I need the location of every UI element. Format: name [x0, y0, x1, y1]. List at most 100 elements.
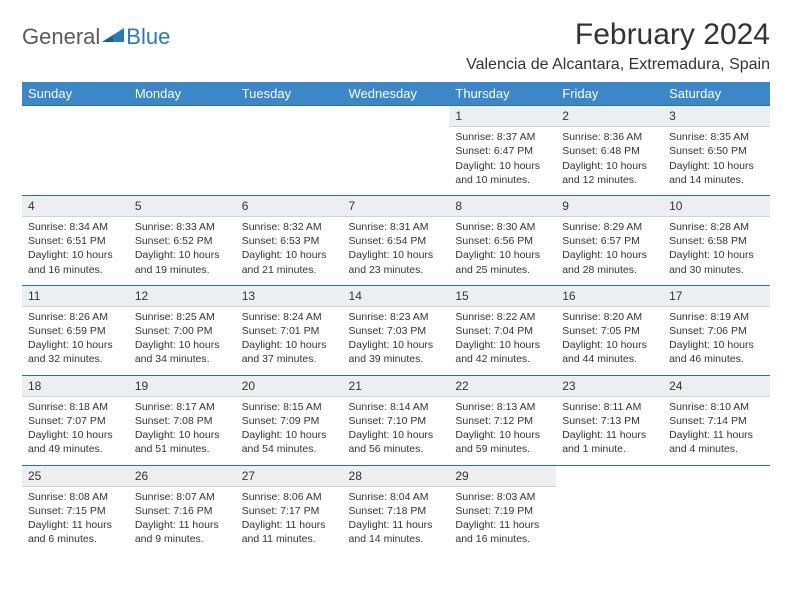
day-detail-cell: Sunrise: 8:07 AMSunset: 7:16 PMDaylight:… — [129, 486, 236, 554]
day-ss: Sunset: 7:06 PM — [669, 324, 764, 338]
day-detail-cell: Sunrise: 8:04 AMSunset: 7:18 PMDaylight:… — [343, 486, 450, 554]
day-number-cell: 22 — [449, 375, 556, 396]
day-d1: Daylight: 11 hours — [135, 518, 230, 532]
day-number-cell: 7 — [343, 195, 450, 216]
day-sr: Sunrise: 8:25 AM — [135, 310, 230, 324]
day-number-cell — [129, 106, 236, 127]
day-sr: Sunrise: 8:15 AM — [242, 400, 337, 414]
weekday-header: Friday — [556, 82, 663, 106]
day-number-row: 18192021222324 — [22, 375, 770, 396]
calendar-body: 123Sunrise: 8:37 AMSunset: 6:47 PMDaylig… — [22, 106, 770, 555]
day-detail-cell: Sunrise: 8:24 AMSunset: 7:01 PMDaylight:… — [236, 306, 343, 375]
calendar-table: Sunday Monday Tuesday Wednesday Thursday… — [22, 82, 770, 554]
day-d2: and 44 minutes. — [562, 352, 657, 366]
day-ss: Sunset: 6:53 PM — [242, 234, 337, 248]
day-ss: Sunset: 6:52 PM — [135, 234, 230, 248]
day-d2: and 14 minutes. — [349, 532, 444, 546]
day-detail-cell: Sunrise: 8:31 AMSunset: 6:54 PMDaylight:… — [343, 217, 450, 286]
day-sr: Sunrise: 8:37 AM — [455, 130, 550, 144]
day-number-row: 123 — [22, 106, 770, 127]
day-ss: Sunset: 6:50 PM — [669, 144, 764, 158]
weekday-header: Thursday — [449, 82, 556, 106]
day-d2: and 14 minutes. — [669, 173, 764, 187]
day-d1: Daylight: 11 hours — [242, 518, 337, 532]
day-ss: Sunset: 7:15 PM — [28, 504, 123, 518]
day-sr: Sunrise: 8:08 AM — [28, 490, 123, 504]
day-ss: Sunset: 6:47 PM — [455, 144, 550, 158]
day-number-cell: 10 — [663, 195, 770, 216]
day-ss: Sunset: 7:08 PM — [135, 414, 230, 428]
day-detail-cell — [556, 486, 663, 554]
day-detail-cell: Sunrise: 8:10 AMSunset: 7:14 PMDaylight:… — [663, 396, 770, 465]
day-detail-cell: Sunrise: 8:17 AMSunset: 7:08 PMDaylight:… — [129, 396, 236, 465]
day-detail-cell: Sunrise: 8:26 AMSunset: 6:59 PMDaylight:… — [22, 306, 129, 375]
day-d2: and 30 minutes. — [669, 263, 764, 277]
day-sr: Sunrise: 8:32 AM — [242, 220, 337, 234]
weekday-header: Wednesday — [343, 82, 450, 106]
day-detail-cell: Sunrise: 8:22 AMSunset: 7:04 PMDaylight:… — [449, 306, 556, 375]
day-d1: Daylight: 10 hours — [242, 428, 337, 442]
day-detail-row: Sunrise: 8:18 AMSunset: 7:07 PMDaylight:… — [22, 396, 770, 465]
day-detail-cell: Sunrise: 8:29 AMSunset: 6:57 PMDaylight:… — [556, 217, 663, 286]
day-number-cell: 5 — [129, 195, 236, 216]
day-ss: Sunset: 7:14 PM — [669, 414, 764, 428]
day-detail-cell: Sunrise: 8:13 AMSunset: 7:12 PMDaylight:… — [449, 396, 556, 465]
day-d2: and 32 minutes. — [28, 352, 123, 366]
day-detail-cell: Sunrise: 8:19 AMSunset: 7:06 PMDaylight:… — [663, 306, 770, 375]
day-sr: Sunrise: 8:31 AM — [349, 220, 444, 234]
day-sr: Sunrise: 8:23 AM — [349, 310, 444, 324]
day-detail-cell: Sunrise: 8:32 AMSunset: 6:53 PMDaylight:… — [236, 217, 343, 286]
day-detail-row: Sunrise: 8:34 AMSunset: 6:51 PMDaylight:… — [22, 217, 770, 286]
day-d1: Daylight: 10 hours — [28, 428, 123, 442]
day-d2: and 51 minutes. — [135, 442, 230, 456]
day-d1: Daylight: 10 hours — [28, 248, 123, 262]
weekday-header-row: Sunday Monday Tuesday Wednesday Thursday… — [22, 82, 770, 106]
day-d2: and 19 minutes. — [135, 263, 230, 277]
day-ss: Sunset: 6:57 PM — [562, 234, 657, 248]
day-sr: Sunrise: 8:11 AM — [562, 400, 657, 414]
day-ss: Sunset: 7:19 PM — [455, 504, 550, 518]
day-ss: Sunset: 7:07 PM — [28, 414, 123, 428]
day-d1: Daylight: 11 hours — [562, 428, 657, 442]
day-ss: Sunset: 7:10 PM — [349, 414, 444, 428]
day-detail-cell: Sunrise: 8:30 AMSunset: 6:56 PMDaylight:… — [449, 217, 556, 286]
day-detail-cell: Sunrise: 8:14 AMSunset: 7:10 PMDaylight:… — [343, 396, 450, 465]
day-detail-cell: Sunrise: 8:35 AMSunset: 6:50 PMDaylight:… — [663, 127, 770, 196]
day-d1: Daylight: 10 hours — [455, 428, 550, 442]
day-d1: Daylight: 10 hours — [28, 338, 123, 352]
day-detail-row: Sunrise: 8:37 AMSunset: 6:47 PMDaylight:… — [22, 127, 770, 196]
weekday-header: Saturday — [663, 82, 770, 106]
day-detail-cell: Sunrise: 8:11 AMSunset: 7:13 PMDaylight:… — [556, 396, 663, 465]
day-d2: and 34 minutes. — [135, 352, 230, 366]
day-ss: Sunset: 6:48 PM — [562, 144, 657, 158]
day-d1: Daylight: 10 hours — [135, 338, 230, 352]
day-number-row: 11121314151617 — [22, 285, 770, 306]
day-detail-cell — [343, 127, 450, 196]
weekday-header: Sunday — [22, 82, 129, 106]
day-ss: Sunset: 7:16 PM — [135, 504, 230, 518]
day-detail-cell: Sunrise: 8:36 AMSunset: 6:48 PMDaylight:… — [556, 127, 663, 196]
day-detail-cell — [22, 127, 129, 196]
day-sr: Sunrise: 8:03 AM — [455, 490, 550, 504]
day-detail-cell — [236, 127, 343, 196]
day-detail-cell: Sunrise: 8:15 AMSunset: 7:09 PMDaylight:… — [236, 396, 343, 465]
weekday-header: Monday — [129, 82, 236, 106]
brand-logo: General Blue — [22, 18, 170, 50]
day-ss: Sunset: 6:59 PM — [28, 324, 123, 338]
day-sr: Sunrise: 8:34 AM — [28, 220, 123, 234]
day-d2: and 54 minutes. — [242, 442, 337, 456]
day-detail-row: Sunrise: 8:08 AMSunset: 7:15 PMDaylight:… — [22, 486, 770, 554]
day-sr: Sunrise: 8:14 AM — [349, 400, 444, 414]
day-sr: Sunrise: 8:10 AM — [669, 400, 764, 414]
day-d1: Daylight: 11 hours — [28, 518, 123, 532]
day-sr: Sunrise: 8:17 AM — [135, 400, 230, 414]
day-sr: Sunrise: 8:24 AM — [242, 310, 337, 324]
day-number-row: 45678910 — [22, 195, 770, 216]
day-number-cell: 14 — [343, 285, 450, 306]
day-ss: Sunset: 7:17 PM — [242, 504, 337, 518]
day-detail-cell: Sunrise: 8:28 AMSunset: 6:58 PMDaylight:… — [663, 217, 770, 286]
day-d2: and 42 minutes. — [455, 352, 550, 366]
day-d1: Daylight: 11 hours — [455, 518, 550, 532]
day-d1: Daylight: 11 hours — [349, 518, 444, 532]
day-number-cell: 11 — [22, 285, 129, 306]
